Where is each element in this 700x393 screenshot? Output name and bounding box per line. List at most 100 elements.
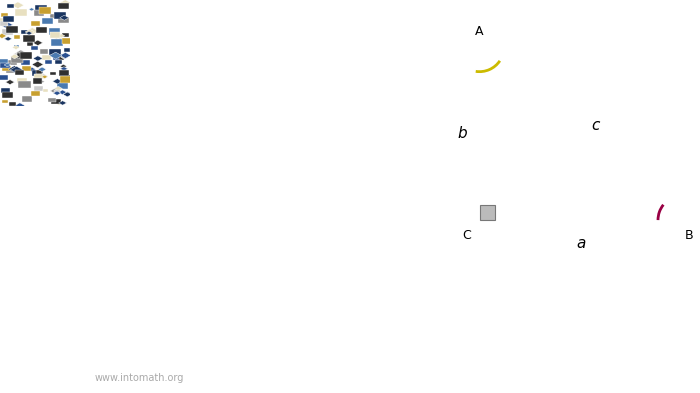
- Text: AB: AB: [193, 324, 213, 338]
- Text: $c^2$  -  $b^2$  =  $a^2$: $c^2$ - $b^2$ = $a^2$: [312, 318, 440, 338]
- Text: adjacent side: adjacent side: [114, 368, 194, 381]
- Bar: [13, 45, 20, 48]
- Bar: [50, 28, 60, 35]
- Bar: [32, 70, 43, 76]
- Polygon shape: [60, 64, 66, 68]
- Polygon shape: [38, 67, 46, 72]
- Polygon shape: [57, 34, 65, 38]
- Bar: [34, 10, 45, 16]
- Bar: [21, 60, 30, 65]
- Text: adjacent side: adjacent side: [114, 303, 194, 316]
- Bar: [38, 7, 51, 14]
- Polygon shape: [17, 55, 28, 61]
- Polygon shape: [36, 73, 48, 79]
- Bar: [32, 21, 40, 26]
- Bar: [12, 57, 20, 61]
- Bar: [57, 17, 69, 23]
- Bar: [52, 54, 64, 60]
- Text: RIGHT TRIANGLES: RIGHT TRIANGLES: [186, 12, 402, 36]
- Polygon shape: [8, 66, 20, 73]
- Text: =: =: [188, 357, 199, 370]
- Bar: [22, 66, 31, 71]
- Bar: [480, 205, 495, 220]
- Bar: [0, 18, 6, 22]
- Polygon shape: [29, 8, 34, 11]
- Bar: [9, 26, 18, 31]
- Bar: [0, 106, 700, 393]
- Polygon shape: [60, 67, 68, 71]
- Bar: [1, 66, 10, 72]
- Polygon shape: [4, 63, 10, 67]
- Bar: [50, 99, 61, 104]
- Bar: [22, 96, 32, 102]
- Polygon shape: [16, 50, 26, 55]
- Text: www.intomath.org: www.intomath.org: [94, 373, 184, 383]
- Text: c: c: [591, 118, 599, 133]
- Polygon shape: [28, 67, 36, 72]
- Polygon shape: [13, 51, 25, 57]
- Bar: [55, 61, 62, 64]
- Polygon shape: [25, 29, 34, 35]
- Bar: [64, 48, 70, 52]
- Polygon shape: [63, 92, 71, 97]
- Text: Let ABC be the right triangle, with C being the right angle.: Let ABC be the right triangle, with C be…: [94, 71, 485, 84]
- Bar: [49, 49, 60, 55]
- Bar: [17, 53, 26, 58]
- Bar: [6, 68, 15, 73]
- Text: A: A: [475, 25, 484, 38]
- Polygon shape: [60, 52, 71, 59]
- Polygon shape: [0, 21, 13, 28]
- Bar: [33, 78, 43, 84]
- Bar: [2, 29, 13, 35]
- Bar: [18, 81, 31, 88]
- Polygon shape: [606, 307, 700, 393]
- Bar: [20, 52, 32, 59]
- Text: sine, cosine and tangent: sine, cosine and tangent: [94, 232, 259, 245]
- Text: CA and CB are LEGS: CA and CB are LEGS: [94, 106, 229, 119]
- Polygon shape: [57, 37, 64, 41]
- Text: Pythagorean Theorem: Pythagorean Theorem: [312, 261, 460, 274]
- Polygon shape: [38, 80, 45, 83]
- Polygon shape: [26, 28, 38, 35]
- Bar: [1, 13, 8, 17]
- Bar: [0, 59, 8, 66]
- Bar: [2, 99, 8, 103]
- Polygon shape: [54, 86, 62, 91]
- Bar: [6, 26, 18, 33]
- Bar: [59, 56, 64, 60]
- Polygon shape: [52, 79, 62, 84]
- Text: tan B =: tan B =: [94, 357, 146, 370]
- Polygon shape: [33, 56, 43, 61]
- Polygon shape: [60, 15, 69, 20]
- Polygon shape: [0, 33, 6, 39]
- Bar: [50, 32, 60, 38]
- Polygon shape: [623, 322, 686, 362]
- Text: a: a: [576, 236, 586, 251]
- Bar: [23, 35, 35, 42]
- Bar: [31, 46, 38, 50]
- Bar: [50, 14, 57, 18]
- Polygon shape: [60, 0, 71, 6]
- Polygon shape: [4, 37, 12, 41]
- Polygon shape: [61, 55, 68, 59]
- Polygon shape: [33, 40, 43, 46]
- Bar: [22, 54, 30, 59]
- Bar: [34, 86, 43, 92]
- Bar: [45, 60, 52, 64]
- Text: AB: AB: [193, 281, 213, 295]
- Bar: [62, 75, 71, 80]
- Text: $c^2$  -  $a^2$  =  $b^2$: $c^2$ - $a^2$ = $b^2$: [312, 349, 440, 370]
- Text: sin B =: sin B =: [94, 270, 144, 284]
- Bar: [48, 97, 55, 102]
- Bar: [51, 39, 62, 46]
- Bar: [15, 9, 27, 16]
- Bar: [62, 38, 74, 44]
- Text: TRIGONOMETRIC RATIOS between sides and angles:: TRIGONOMETRIC RATIOS between sides and a…: [94, 208, 441, 221]
- Text: AC: AC: [193, 345, 213, 360]
- Bar: [6, 4, 14, 8]
- Bar: [42, 55, 51, 60]
- Bar: [34, 74, 43, 79]
- Bar: [15, 70, 24, 75]
- Polygon shape: [58, 90, 66, 95]
- Polygon shape: [55, 100, 64, 105]
